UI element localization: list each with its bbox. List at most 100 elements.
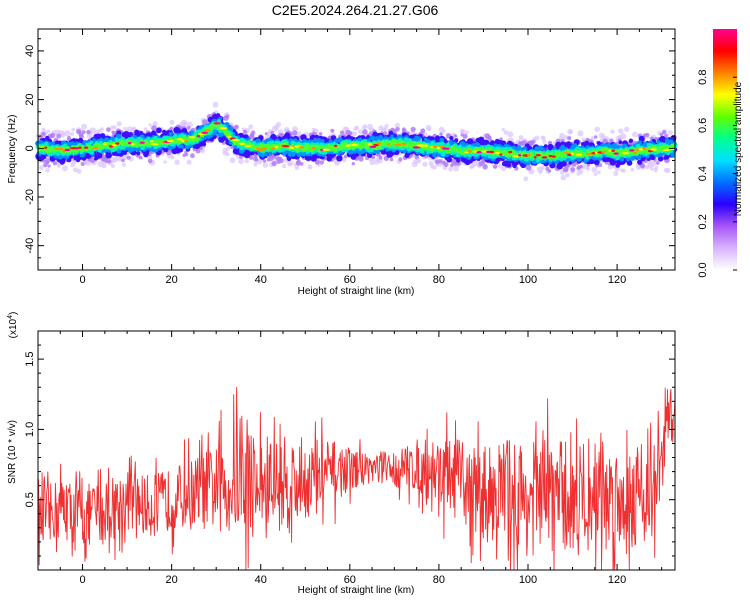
spectrogram-cell xyxy=(278,158,284,164)
spectrogram-cell xyxy=(506,162,512,168)
spectrogram-cell xyxy=(378,155,383,160)
spectrogram-cell xyxy=(362,129,368,135)
spectrogram-cell xyxy=(594,126,600,133)
spectrogram-cell xyxy=(343,154,348,159)
spectrogram-cell xyxy=(414,155,420,160)
spectrogram-cell xyxy=(453,134,457,138)
spectrogram-cell xyxy=(659,132,663,137)
spectrogram-cell xyxy=(620,133,627,140)
spectrogram-cell xyxy=(225,114,230,119)
spectrogram-cell xyxy=(41,127,46,132)
spectrogram-cell xyxy=(565,168,569,172)
spectrogram-cell xyxy=(234,124,239,129)
spectrogram-cell xyxy=(565,172,570,178)
spectrogram-cell xyxy=(229,157,236,164)
spectrogram-cell xyxy=(42,154,47,160)
spectrogram-cell xyxy=(462,133,468,139)
spectrogram-cell xyxy=(332,141,336,145)
spectrogram-cell xyxy=(568,129,573,135)
spectrogram-cell xyxy=(395,127,400,132)
spectrogram-cell xyxy=(482,164,488,170)
spectrogram-marks xyxy=(35,101,678,182)
spectrogram-cell xyxy=(45,168,50,173)
spectrogram-cell xyxy=(169,126,174,131)
spectrogram-cell xyxy=(534,135,540,141)
spectrogram-cell xyxy=(148,123,152,127)
spectrogram-cell xyxy=(264,132,268,136)
spectrogram-cell xyxy=(123,126,127,131)
spectrogram-cell xyxy=(377,158,383,164)
spectrogram-cell xyxy=(628,138,634,143)
spectrogram-cell xyxy=(640,163,646,169)
spectrogram-cell xyxy=(156,127,162,134)
figure-title: C2E5.2024.264.21.27.G06 xyxy=(272,2,439,18)
spectrogram-cell xyxy=(212,101,219,108)
spectrogram-cell xyxy=(637,155,642,159)
spectrogram-cell xyxy=(613,170,619,177)
spectrogram-cell xyxy=(645,132,650,137)
spectrogram-cell xyxy=(339,130,345,135)
spectrogram-cell xyxy=(394,150,400,155)
spectrogram-cell xyxy=(61,165,68,172)
spectrogram-cell xyxy=(121,162,127,167)
spectrogram-cell xyxy=(314,134,319,139)
spectrogram-cell xyxy=(563,135,568,140)
spectrogram-cell xyxy=(599,160,603,164)
spectrogram-cell xyxy=(593,135,598,139)
spectrogram-cell xyxy=(253,160,258,165)
spectrogram-cell xyxy=(440,141,445,146)
spectrogram-cell xyxy=(40,131,46,137)
spectrogram-cell xyxy=(126,155,131,160)
spectrogram-cell xyxy=(270,130,275,135)
spectrogram-cell xyxy=(296,131,302,137)
spectrogram-cell xyxy=(366,135,371,140)
spectrogram-cell xyxy=(189,144,194,148)
spectrogram-cell xyxy=(427,127,431,131)
spectrogram-cell xyxy=(570,167,576,173)
spectrogram-cell xyxy=(348,131,353,136)
spectrogram-cell xyxy=(178,148,183,153)
spectrogram-cell xyxy=(667,130,673,136)
spectrogram-cell xyxy=(654,165,659,170)
spectrogram-cell xyxy=(176,128,182,134)
spectrogram-cell xyxy=(184,152,189,157)
spectrogram-cell xyxy=(618,140,623,145)
spectrogram-cell xyxy=(448,139,453,144)
spectrogram-cell xyxy=(134,129,140,135)
spectrogram-cell xyxy=(76,168,82,174)
spectrogram-cell xyxy=(590,136,595,140)
spectrogram-cell xyxy=(618,128,624,134)
spectrogram-cell xyxy=(287,160,294,167)
spectrogram-cell xyxy=(271,161,277,167)
spectrogram-cell xyxy=(401,128,407,134)
spectrogram-cell xyxy=(81,130,86,135)
spectrogram-cell xyxy=(547,169,552,173)
spectrogram-cell xyxy=(596,170,601,175)
spectrogram-cell xyxy=(39,165,44,171)
spectrogram-cell xyxy=(292,126,298,132)
spectrogram-cell xyxy=(136,151,141,156)
spectrogram-cell xyxy=(625,157,631,162)
spectrogram-cell xyxy=(354,125,360,131)
spectrogram-cell xyxy=(466,138,474,145)
spectrogram-cell xyxy=(501,127,506,132)
spectrogram-cell xyxy=(497,163,502,169)
spectrogram-cell xyxy=(595,159,600,165)
spectrogram-cell xyxy=(437,159,443,164)
spectrogram-cell xyxy=(518,135,524,141)
spectrogram-cell xyxy=(540,165,545,170)
spectrogram-cell xyxy=(262,162,269,168)
spectrogram-cell xyxy=(460,128,466,134)
spectrogram-cell xyxy=(402,149,407,154)
spectrogram-cell xyxy=(42,159,46,163)
spectrogram-cell xyxy=(439,137,445,143)
spectrogram-cell xyxy=(147,136,151,140)
spectrogram-cell xyxy=(262,159,267,163)
spectrogram-cell xyxy=(442,129,446,133)
spectrogram-cell xyxy=(307,164,313,170)
spectrogram-cell xyxy=(579,164,583,169)
spectrogram-cell xyxy=(106,159,112,164)
spectrogram-cell xyxy=(420,128,426,134)
spectrogram-cell xyxy=(296,159,301,163)
spectrogram-cell xyxy=(64,130,71,137)
